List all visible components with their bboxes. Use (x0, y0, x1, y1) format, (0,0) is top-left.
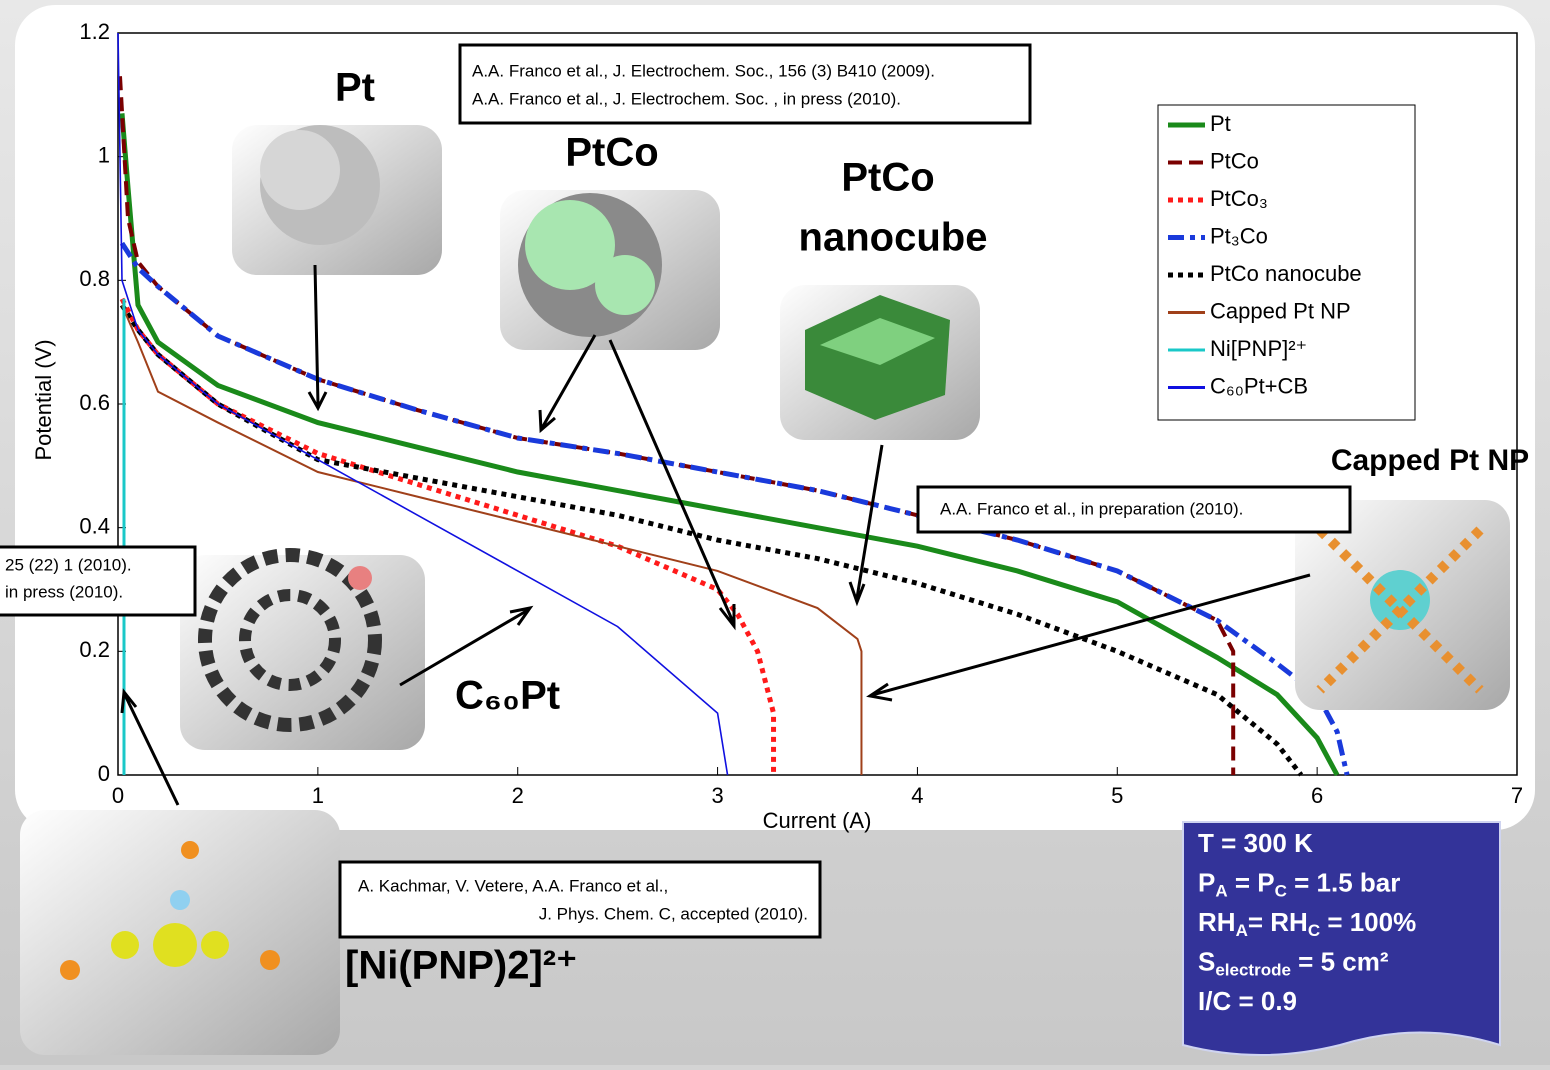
c60-image (180, 548, 425, 750)
x-tick-label: 5 (1111, 783, 1123, 808)
condition-part: A (1236, 921, 1248, 940)
legend-label: PtCo (1210, 148, 1259, 173)
condition-part: P (1198, 867, 1215, 897)
legend-box (1157, 104, 1416, 421)
c60-label: C₆₀Pt (455, 674, 560, 718)
x-tick-label: 3 (711, 783, 723, 808)
pt-image (232, 125, 442, 275)
condition-part: T = 300 K (1198, 828, 1313, 858)
plot: 0 1 2 3 4 5 6 7 0 0.2 0.4 0.6 0.8 1 1.2 (79, 19, 1523, 808)
reference: A.A. Franco et al., in preparation (2010… (940, 499, 1243, 518)
condition: RHA= RHC = 100% (1198, 907, 1416, 941)
condition: I/C = 0.9 (1198, 986, 1297, 1016)
x-axis-label: Current (A) (763, 808, 872, 833)
y-axis-label: Potential (V) (31, 339, 56, 460)
nanocube-label: nanocube (799, 216, 988, 260)
pt-label: Pt (335, 66, 375, 110)
x-tick-label: 0 (112, 783, 124, 808)
condition: PA = PC = 1.5 bar (1198, 867, 1400, 901)
legend-label: C₆₀Pt+CB (1210, 373, 1308, 398)
y-tick-label: 1.2 (79, 19, 110, 44)
condition-part: S (1198, 946, 1215, 976)
series-line (119, 113, 1340, 777)
condition-part: = 100% (1320, 907, 1416, 937)
legend-label: PtCo₃ (1210, 186, 1268, 211)
reference: J. Phys. Chem. C, accepted (2010). (539, 904, 808, 923)
nanocube-label: PtCo (841, 156, 934, 200)
reference: A. Kachmar, V. Vetere, A.A. Franco et al… (358, 876, 668, 895)
capped-label: Capped Pt NP (1331, 444, 1529, 477)
condition: T = 300 K (1198, 828, 1313, 858)
legend: Pt PtCo PtCo₃ Pt₃Co PtCo nanocube Capped Pt N… (1157, 104, 1416, 421)
condition-part: = 1.5 bar (1287, 867, 1400, 897)
x-tick-label: 6 (1311, 783, 1323, 808)
conditions-box (1182, 821, 1501, 1056)
legend-label: Ni[PNP]²⁺ (1210, 336, 1307, 361)
legend-label: Pt₃Co (1210, 223, 1268, 248)
ni-image (20, 810, 340, 1055)
condition-part: = P (1228, 867, 1275, 897)
y-tick-label: 0.2 (79, 637, 110, 662)
x-tick-label: 7 (1511, 783, 1523, 808)
nanocube-image (780, 285, 980, 440)
legend-label: Capped Pt NP (1210, 298, 1351, 323)
legend-label: PtCo nanocube (1210, 261, 1362, 286)
reference: 25 (22) 1 (2010). (5, 555, 132, 574)
reference-box (338, 860, 822, 939)
series-line (119, 297, 777, 775)
y-tick-label: 0.6 (79, 390, 110, 415)
y-tick-label: 0.4 (79, 513, 110, 538)
ni-label: [Ni(PNP)2]²⁺ (345, 944, 577, 988)
ptco-image (500, 190, 720, 350)
condition: Selectrode = 5 cm² (1198, 946, 1389, 980)
reference: in press (2010). (5, 582, 123, 601)
ptco-label: PtCo (565, 131, 658, 175)
condition-part: I/C = 0.9 (1198, 986, 1297, 1016)
capped-image (1295, 500, 1510, 710)
reference-box (458, 43, 1032, 125)
reference-box (0, 545, 197, 617)
reference: A.A. Franco et al., J. Electrochem. Soc.… (472, 61, 935, 80)
condition-part: C (1308, 921, 1320, 940)
arrows (120, 264, 1311, 806)
condition-part: C (1275, 882, 1287, 901)
condition-part: = RH (1248, 907, 1308, 937)
condition-part: RH (1198, 907, 1236, 937)
condition-part: A (1215, 882, 1227, 901)
reference-box (916, 485, 1352, 534)
y-tick-label: 0.8 (79, 266, 110, 291)
series-line (121, 304, 863, 775)
y-tick-label: 0 (98, 761, 110, 786)
legend-label: Pt (1210, 111, 1231, 136)
reference: A.A. Franco et al., J. Electrochem. Soc.… (472, 89, 901, 108)
condition-part: electrode (1215, 961, 1291, 980)
x-tick-label: 4 (911, 783, 923, 808)
y-tick-label: 1 (98, 142, 110, 167)
series-line (117, 32, 729, 776)
x-tick-label: 2 (512, 783, 524, 808)
x-tick-label: 1 (312, 783, 324, 808)
series-line (119, 241, 1350, 776)
condition-part: = 5 cm² (1291, 946, 1389, 976)
